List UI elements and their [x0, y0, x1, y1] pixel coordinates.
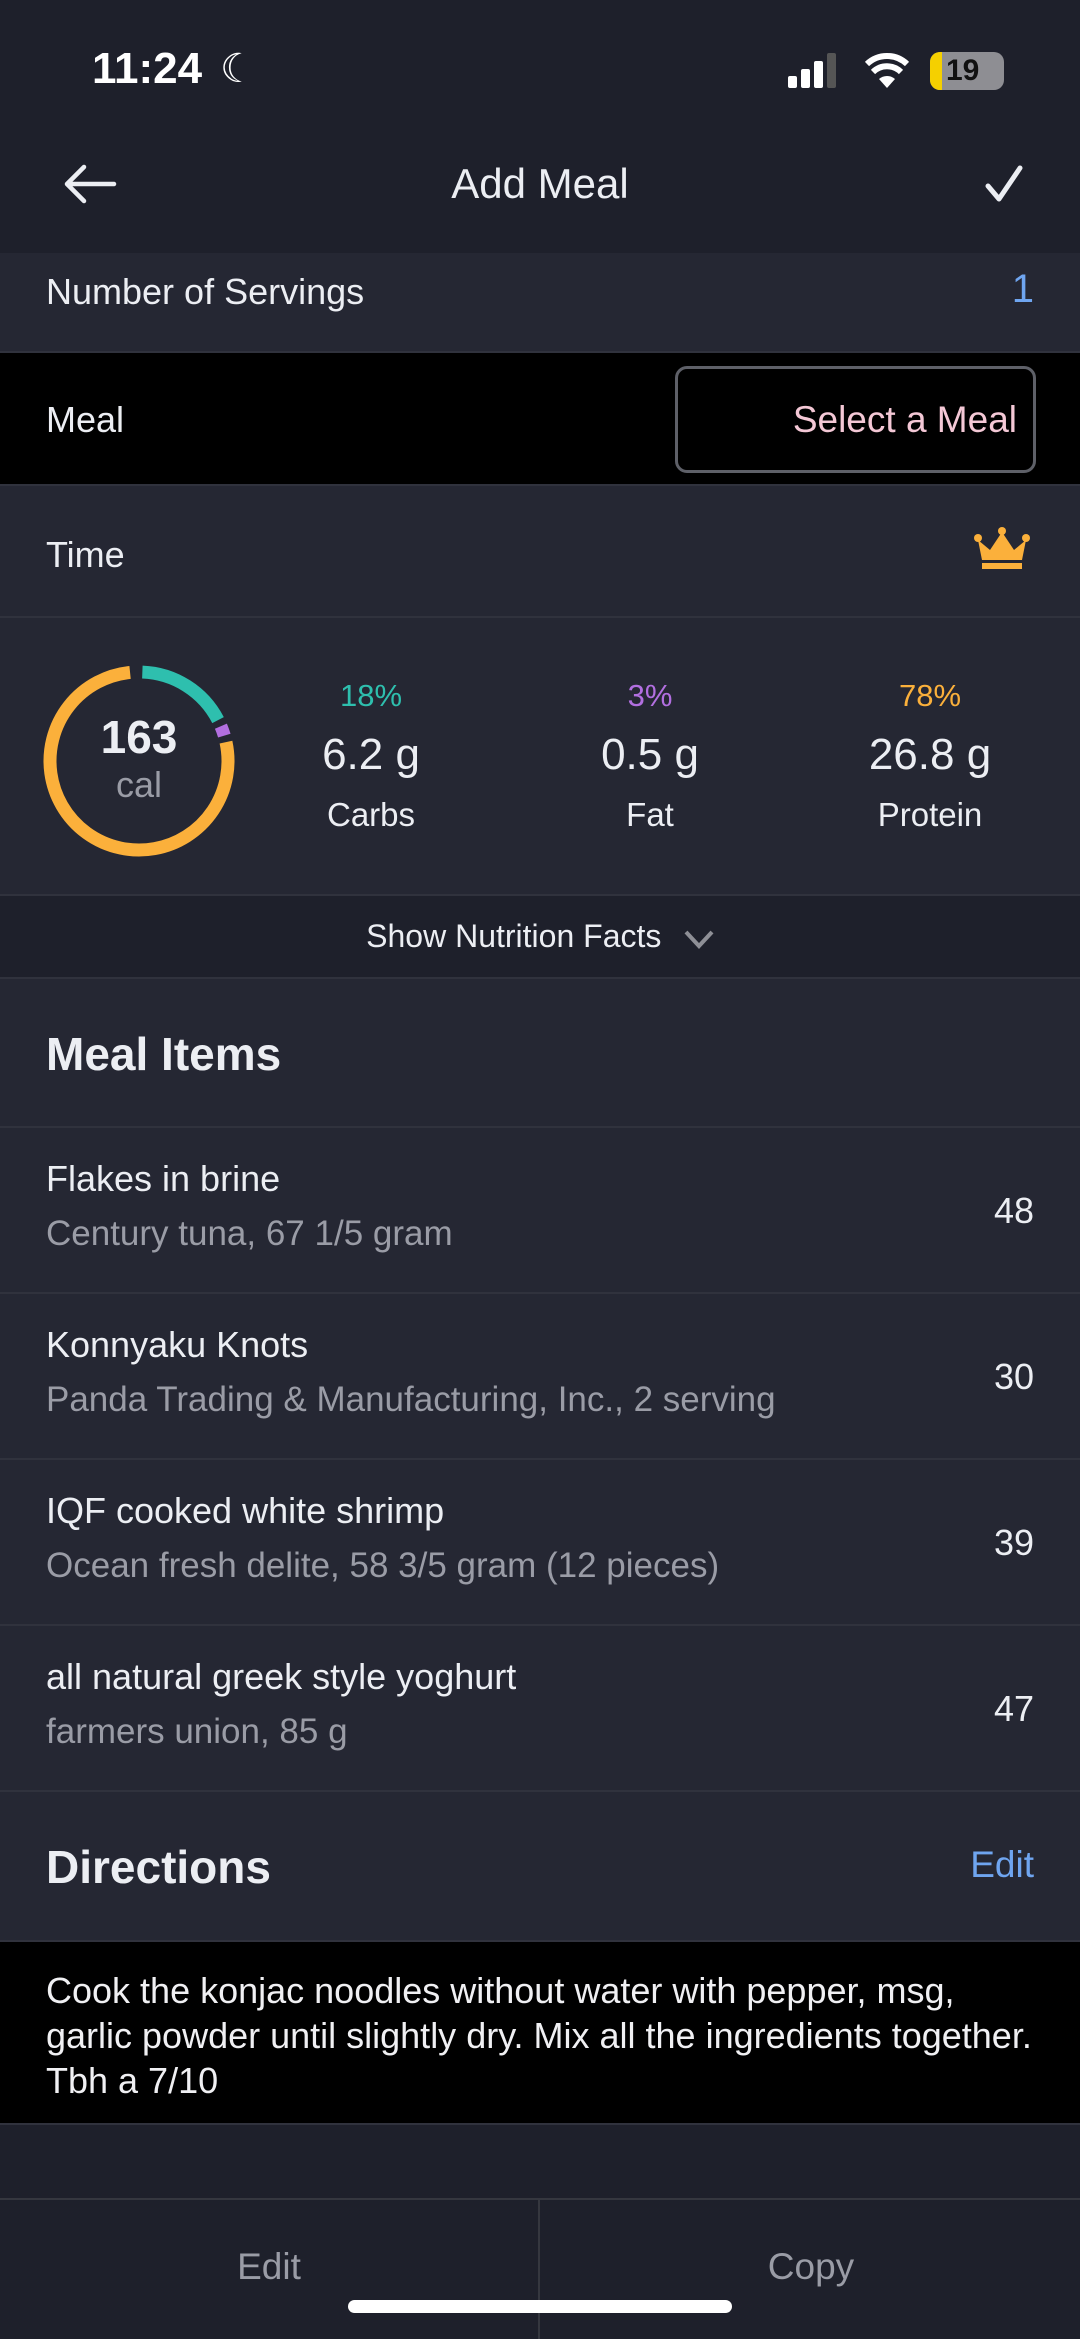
page-title: Add Meal: [451, 160, 629, 207]
item-detail: Century tuna, 67 1/5 gram: [46, 1214, 453, 1253]
list-item[interactable]: IQF cooked white shrimp Ocean fresh delit…: [0, 1460, 1080, 1626]
item-calories: 47: [993, 1688, 1034, 1729]
servings-row[interactable]: Number of Servings 1: [0, 253, 1080, 353]
protein-label: Protein: [877, 796, 983, 833]
wifi-icon: [864, 53, 910, 88]
protein-percent: 78%: [898, 678, 962, 713]
signal-icon: [788, 53, 836, 88]
calorie-value: 163: [100, 711, 178, 763]
status-time: 11:24: [92, 44, 203, 93]
chevron-down-icon: [684, 930, 714, 949]
item-calories: 39: [993, 1522, 1034, 1563]
directions-title: Directions: [46, 1841, 271, 1893]
meal-row: Meal Select a Meal: [0, 353, 1080, 486]
directions-header: Directions Edit: [0, 1792, 1080, 1942]
ring-segment-carbs: [141, 665, 224, 724]
meal-items-header: Meal Items: [0, 979, 1080, 1128]
moon-icon: ☾: [220, 47, 256, 91]
status-bar: 11:24 ☾ 19: [0, 0, 1080, 140]
directions-text: Cook the konjac noodles without water wi…: [0, 1942, 1080, 2125]
item-name: Konnyaku Knots: [46, 1324, 309, 1365]
calorie-ring: [43, 665, 235, 857]
show-nutrition-facts-label: Show Nutrition Facts: [366, 918, 662, 954]
carbs-label: Carbs: [326, 796, 416, 833]
ring-segment-fat: [214, 723, 231, 738]
save-check-icon[interactable]: [984, 164, 1024, 204]
nutrition-summary: 163 cal 18% 6.2 g Carbs 3% 0.5 g Fat 78%…: [0, 618, 1080, 896]
fat-percent: 3%: [627, 678, 673, 713]
ring-segment-protein: [43, 665, 235, 857]
servings-value[interactable]: 1: [1011, 267, 1034, 311]
carbs-percent: 18%: [339, 678, 403, 713]
item-detail: Ocean fresh delite, 58 3/5 gram (12 piec…: [46, 1546, 720, 1585]
item-detail: Panda Trading & Manufacturing, Inc., 2 s…: [46, 1380, 776, 1419]
time-label: Time: [46, 534, 125, 575]
crown-icon: [974, 527, 1030, 569]
item-name: Flakes in brine: [46, 1158, 281, 1199]
home-indicator: [348, 2300, 732, 2313]
bottom-bar: Edit Copy: [0, 2198, 1080, 2339]
list-item[interactable]: Flakes in brine Century tuna, 67 1/5 gram…: [0, 1128, 1080, 1294]
edit-button[interactable]: Edit: [0, 2200, 540, 2339]
fat-grams: 0.5 g: [601, 730, 699, 779]
item-calories: 30: [993, 1356, 1034, 1397]
item-detail: farmers union, 85 g: [46, 1712, 348, 1751]
protein-grams: 26.8 g: [868, 730, 992, 779]
show-nutrition-facts-button[interactable]: Show Nutrition Facts: [0, 896, 1080, 979]
meal-items-list: Flakes in brine Century tuna, 67 1/5 gram…: [0, 1128, 1080, 1792]
meal-label: Meal: [46, 399, 125, 440]
select-meal-button[interactable]: Select a Meal: [675, 366, 1036, 473]
copy-button[interactable]: Copy: [767, 2246, 855, 2287]
meal-items-title: Meal Items: [46, 1028, 282, 1080]
servings-label: Number of Servings: [46, 271, 365, 312]
list-item[interactable]: Konnyaku Knots Panda Trading & Manufactur…: [0, 1294, 1080, 1460]
item-calories: 48: [993, 1190, 1034, 1231]
item-name: all natural greek style yoghurt: [46, 1656, 517, 1697]
directions-edit-button[interactable]: Edit: [970, 1844, 1034, 1885]
back-arrow-icon[interactable]: [62, 162, 118, 206]
time-row[interactable]: Time: [0, 486, 1080, 618]
carbs-grams: 6.2 g: [322, 730, 420, 779]
list-item[interactable]: all natural greek style yoghurt farmers u…: [0, 1626, 1080, 1792]
item-name: IQF cooked white shrimp: [46, 1490, 445, 1531]
calorie-unit: cal: [115, 764, 163, 805]
fat-label: Fat: [626, 796, 674, 833]
battery-level: 19: [946, 54, 980, 87]
battery-icon: 19: [930, 52, 1004, 90]
